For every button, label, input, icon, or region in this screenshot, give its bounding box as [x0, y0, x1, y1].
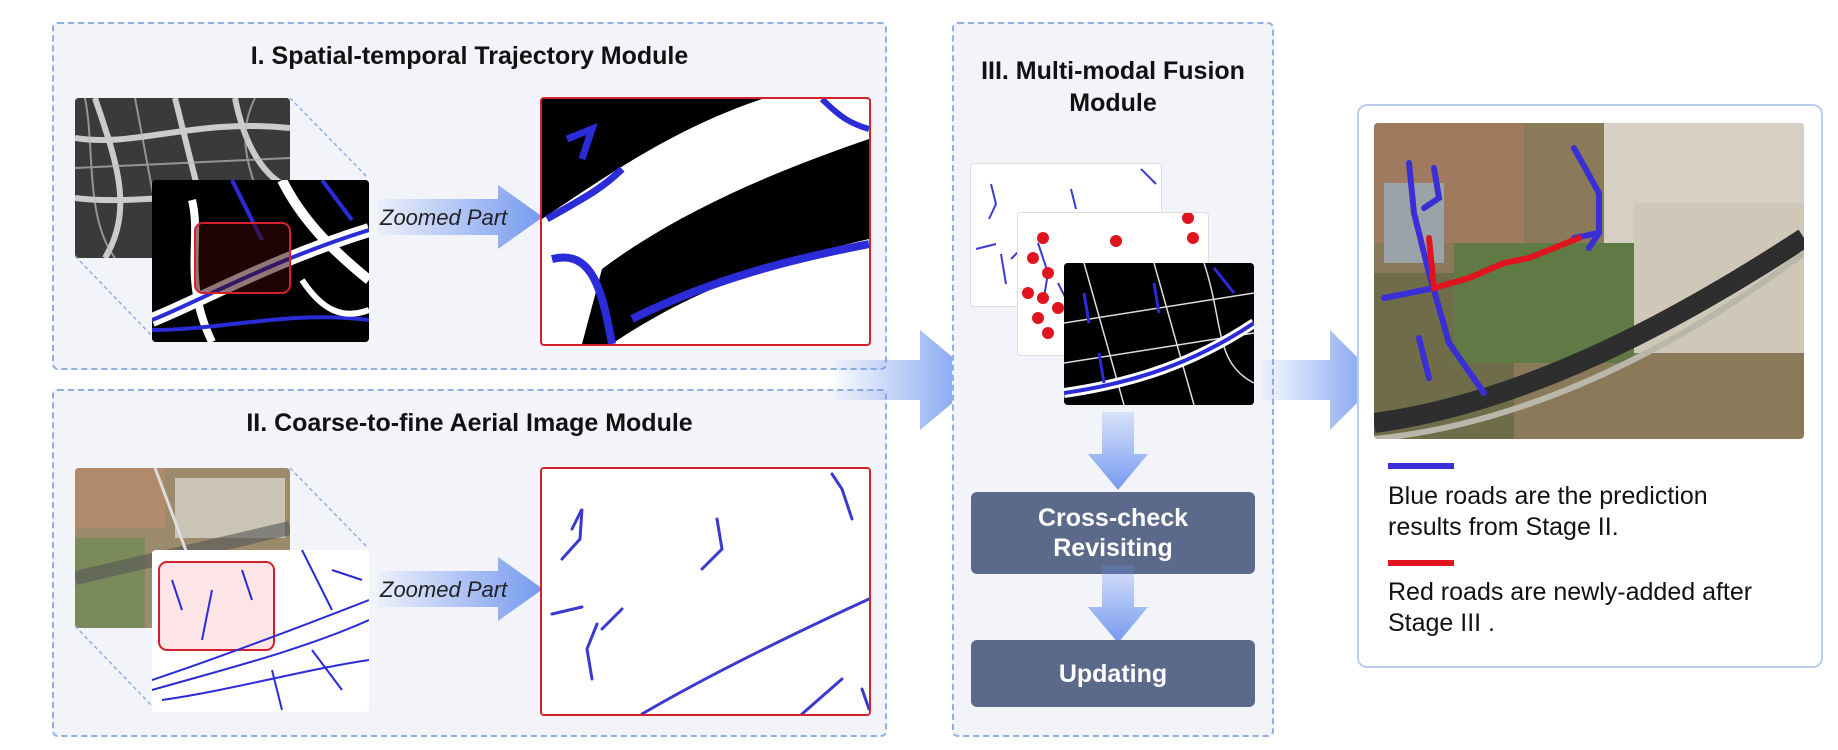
red-legend-line1: Red roads are newly-added after: [1388, 578, 1753, 606]
trajectory-zoomed-image: [540, 97, 871, 346]
red-legend-text: Red roads are newly-added after Stage II…: [1388, 577, 1752, 640]
fusion-trajectory-image: [1064, 263, 1254, 405]
aerial-module-title: II. Coarse-to-fine Aerial Image Module: [246, 409, 693, 437]
cross-check-revisiting-block: Cross-check Revisiting: [971, 492, 1255, 574]
zoom-arrow-2: [378, 557, 543, 621]
cross-check-label-line2: Revisiting: [1053, 534, 1173, 562]
red-legend-swatch: [1388, 560, 1454, 566]
perspective-lines: [74, 97, 369, 339]
aerial-overlay-image: [152, 550, 369, 712]
down-arrow-1: [1088, 412, 1148, 490]
fusion-module-title-line1: III. Multi-modal Fusion: [981, 57, 1245, 85]
blue-legend-line1: Blue roads are the prediction: [1388, 482, 1708, 510]
trajectory-module-title: I. Spatial-temporal Trajectory Module: [250, 42, 689, 70]
result-arrow: [1262, 330, 1380, 430]
blue-legend-swatch: [1388, 463, 1454, 469]
blue-legend-line2: results from Stage II.: [1388, 513, 1619, 542]
perspective-lines-2: [74, 467, 369, 709]
down-arrow-2: [1088, 565, 1148, 643]
cross-check-label-line1: Cross-check: [1037, 504, 1189, 532]
result-satellite-image: [1374, 123, 1804, 439]
zoom-label-2: Zoomed Part: [380, 577, 508, 602]
blue-legend-text: Blue roads are the prediction results fr…: [1388, 481, 1708, 544]
zoom-arrow-1: [378, 185, 543, 249]
aerial-zoomed-image: [540, 467, 871, 716]
trajectory-overlay-image: [152, 180, 369, 342]
fusion-module-title-line2: Module: [1069, 89, 1157, 117]
zoom-label-1: Zoomed Part: [380, 205, 508, 230]
updating-block: Updating: [971, 640, 1255, 707]
red-legend-line2: Stage III .: [1388, 609, 1496, 638]
merge-arrow: [835, 330, 980, 430]
